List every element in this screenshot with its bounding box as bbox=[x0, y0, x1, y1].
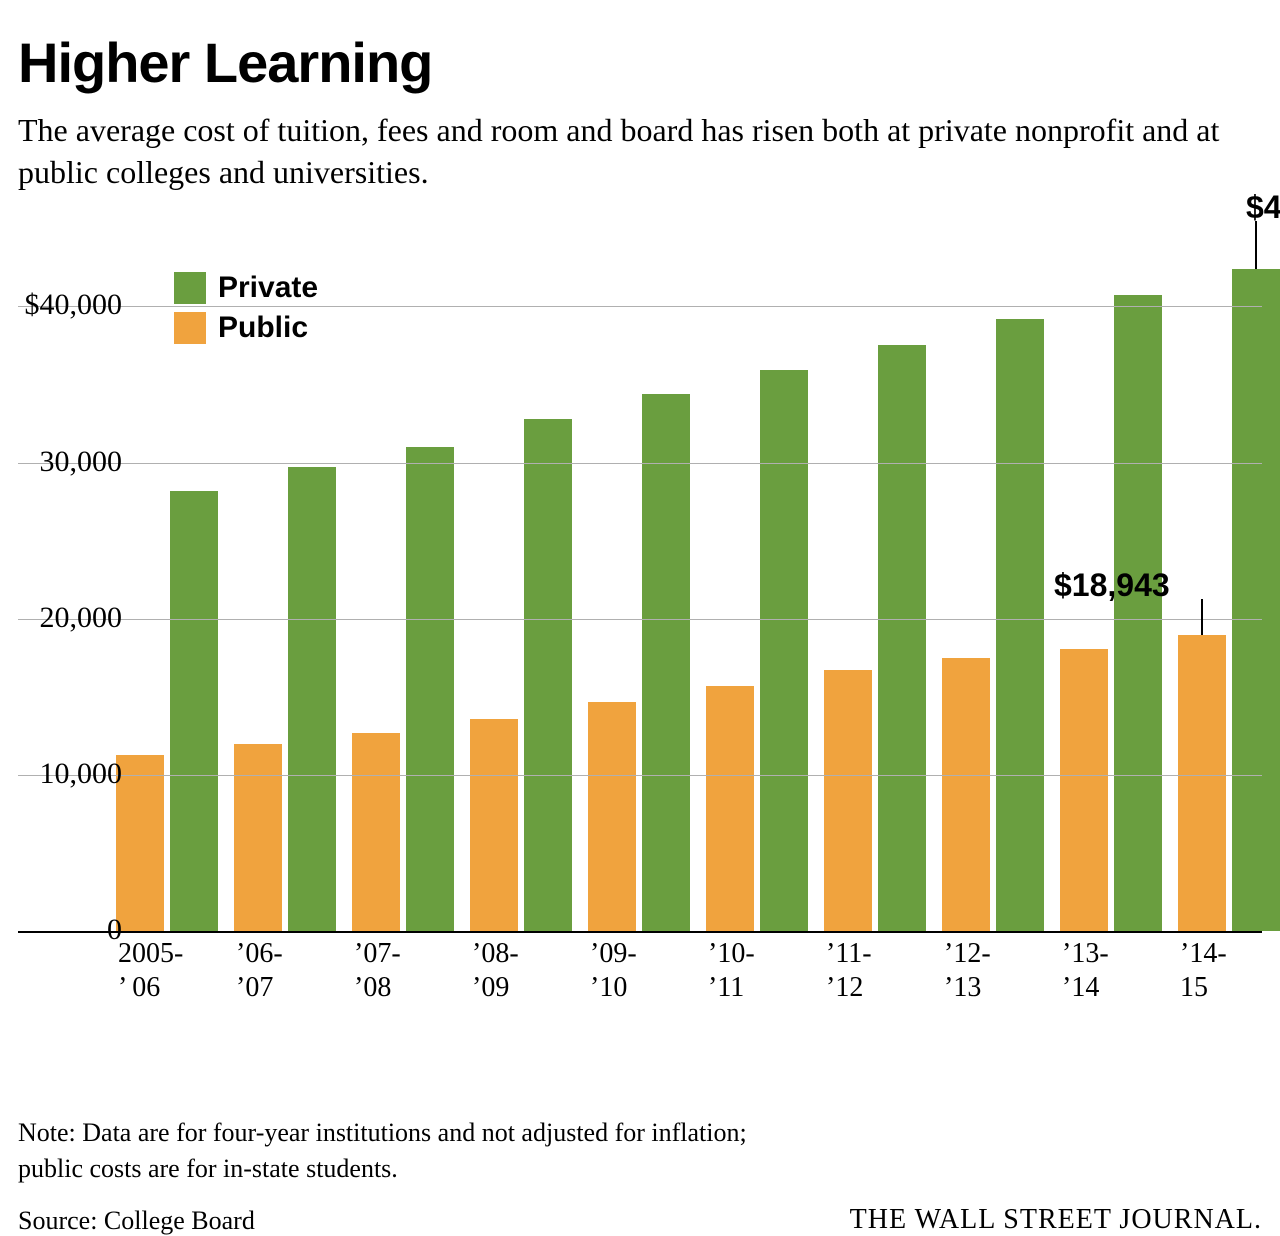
bar-group bbox=[1060, 295, 1162, 931]
bar-group bbox=[942, 319, 1044, 932]
bar-private bbox=[524, 419, 572, 932]
bar-group bbox=[588, 394, 690, 932]
bar-private bbox=[288, 467, 336, 931]
bar-private bbox=[1232, 269, 1280, 932]
x-axis-label: ’07-’08 bbox=[354, 937, 401, 1004]
bar-public bbox=[942, 658, 990, 931]
y-axis-label: 20,000 bbox=[18, 601, 122, 635]
gridline bbox=[18, 619, 1262, 620]
bar-private bbox=[878, 345, 926, 931]
chart-title: Higher Learning bbox=[18, 30, 1262, 95]
bar-public bbox=[824, 670, 872, 931]
bar-public bbox=[706, 686, 754, 931]
bar-public bbox=[470, 719, 518, 932]
bar-group bbox=[1178, 269, 1280, 932]
bar-public bbox=[116, 755, 164, 932]
callout-connector bbox=[1255, 221, 1257, 269]
y-axis-label: 30,000 bbox=[18, 445, 122, 479]
legend-item: Public bbox=[174, 311, 318, 345]
callout-connector bbox=[1201, 599, 1203, 635]
legend-swatch bbox=[174, 312, 206, 344]
x-axis-label: ’13-’14 bbox=[1062, 937, 1109, 1004]
bar-private bbox=[406, 447, 454, 931]
legend-label: Private bbox=[218, 271, 318, 305]
y-axis-label: $40,000 bbox=[18, 288, 122, 322]
y-axis-label: 10,000 bbox=[18, 757, 122, 791]
bar-group bbox=[234, 467, 336, 931]
chart-area: PrivatePublic 010,00020,00030,000$40,000… bbox=[18, 211, 1262, 931]
bar-group bbox=[470, 419, 572, 932]
legend: Private Public bbox=[174, 271, 318, 351]
x-axis-label: ’11-’12 bbox=[826, 937, 872, 1004]
bar-group bbox=[116, 491, 218, 932]
bar-public bbox=[352, 733, 400, 931]
publisher-brand: THE WALL STREET JOURNAL. bbox=[850, 1204, 1262, 1236]
chart-subtitle: The average cost of tuition, fees and ro… bbox=[18, 109, 1262, 193]
bar-private bbox=[1114, 295, 1162, 931]
x-axis-label: ’14-15 bbox=[1180, 937, 1227, 1004]
legend-item: Private bbox=[174, 271, 318, 305]
chart-source: Source: College Board bbox=[18, 1206, 255, 1236]
gridline bbox=[18, 775, 1262, 776]
x-axis-label: ’10-’11 bbox=[708, 937, 755, 1004]
legend-label: Public bbox=[218, 311, 308, 345]
bar-public bbox=[1060, 649, 1108, 932]
bar-public bbox=[234, 744, 282, 932]
legend-swatch bbox=[174, 272, 206, 304]
bar-public bbox=[1178, 635, 1226, 931]
bar-group bbox=[352, 447, 454, 931]
x-axis-label: 2005-’ 06 bbox=[118, 937, 183, 1004]
callout-label: $42,419 bbox=[1246, 189, 1280, 226]
x-axis-label: ’12-’13 bbox=[944, 937, 991, 1004]
bar-group bbox=[824, 345, 926, 931]
x-axis: 2005-’ 06 ’06-’07 ’07-’08 ’08-’09 ’09-’10 ’10… bbox=[18, 931, 1262, 1011]
callout-label: $18,943 bbox=[1054, 567, 1170, 604]
x-axis-label: ’06-’07 bbox=[236, 937, 283, 1004]
bar-private bbox=[642, 394, 690, 932]
bar-group bbox=[706, 370, 808, 931]
bar-private bbox=[170, 491, 218, 932]
bar-public bbox=[588, 702, 636, 932]
bar-private bbox=[760, 370, 808, 931]
gridline bbox=[18, 463, 1262, 464]
chart-note: Note: Data are for four-year institution… bbox=[18, 1115, 1262, 1185]
bar-private bbox=[996, 319, 1044, 932]
x-axis-label: ’08-’09 bbox=[472, 937, 519, 1004]
x-axis-label: ’09-’10 bbox=[590, 937, 637, 1004]
